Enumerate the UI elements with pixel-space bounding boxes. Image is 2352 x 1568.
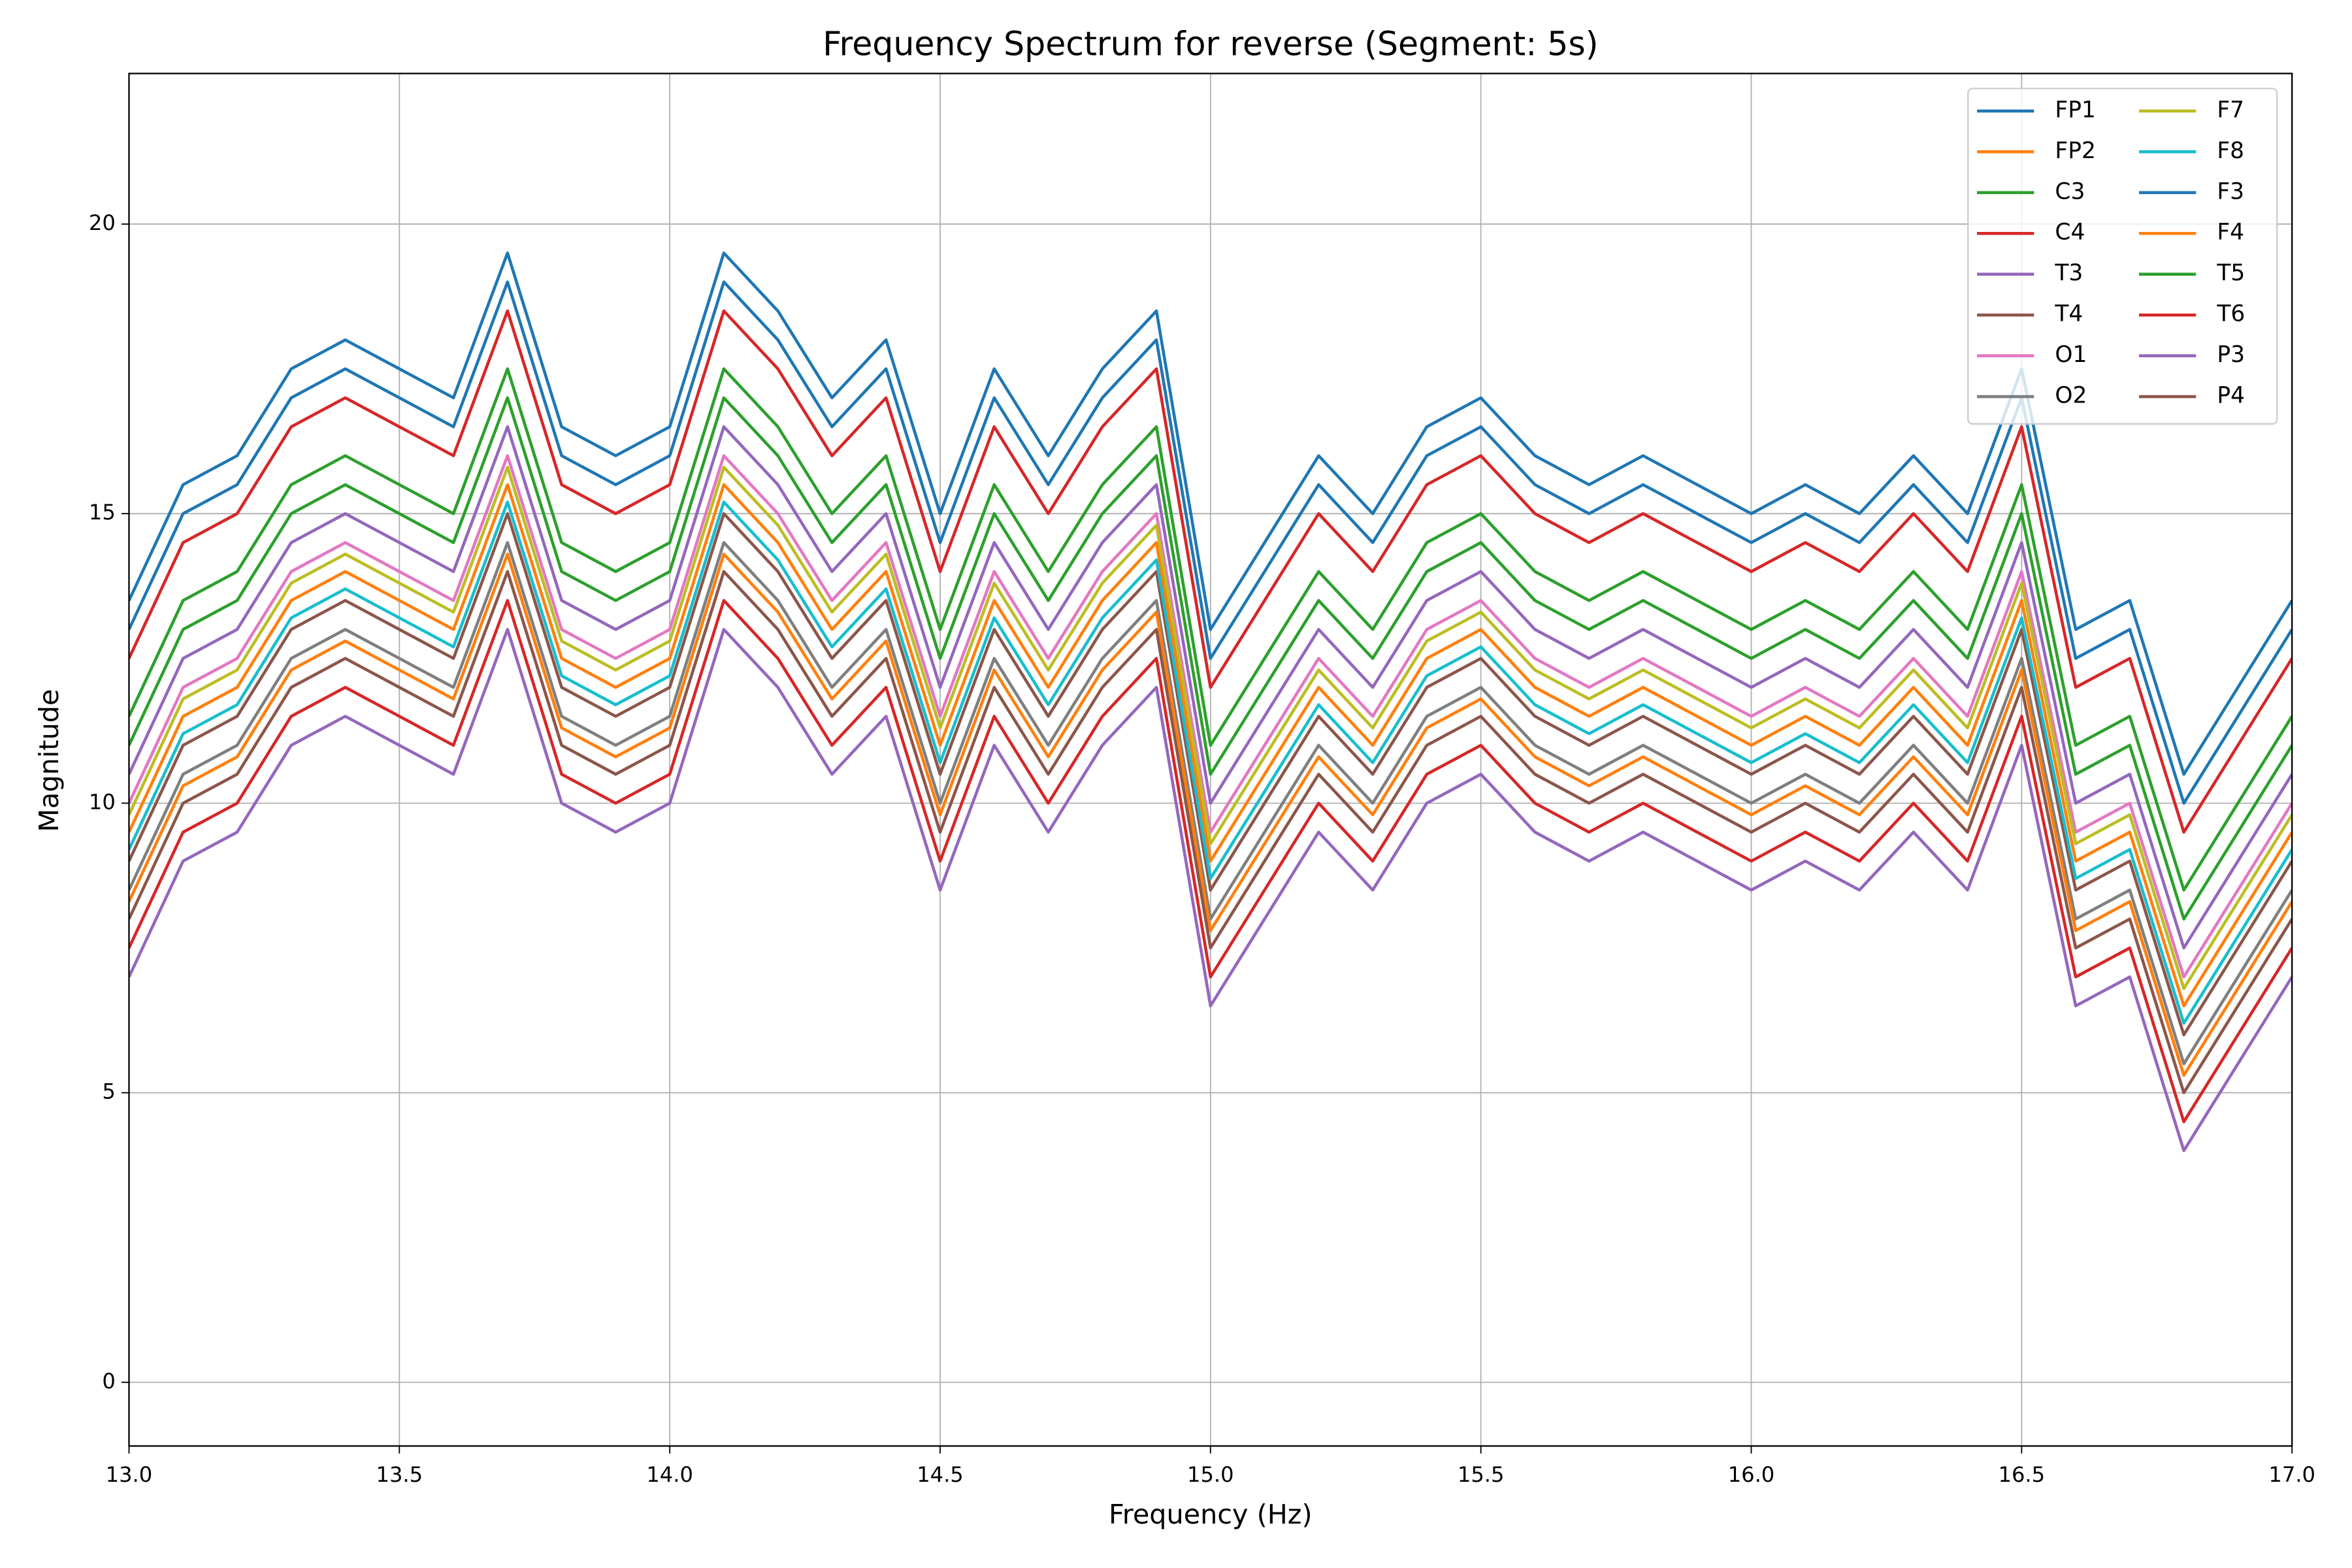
x-tick-label: 16.0 — [1728, 1462, 1775, 1487]
series-line — [129, 465, 2293, 990]
y-tick-label: 10 — [89, 789, 116, 814]
legend-label: F7 — [2217, 97, 2244, 123]
y-tick-label: 15 — [89, 500, 116, 525]
series-line — [129, 570, 2293, 1094]
series-line — [129, 512, 2293, 1037]
legend-label: P3 — [2217, 342, 2245, 368]
x-tick-label: 13.5 — [376, 1462, 423, 1487]
y-axis-label: Magnitude — [33, 689, 65, 832]
legend-label: C4 — [2055, 220, 2085, 246]
legend-label: FP1 — [2055, 97, 2095, 123]
x-tick-label: 15.5 — [1458, 1462, 1505, 1487]
legend-label: T5 — [2216, 260, 2245, 286]
series-line — [129, 396, 2293, 921]
series-line — [129, 251, 2293, 776]
y-tick-label: 20 — [89, 210, 116, 235]
series-line — [129, 367, 2293, 892]
x-tick-label: 13.0 — [106, 1462, 153, 1487]
legend-label: T4 — [2054, 301, 2083, 327]
plot-frame — [128, 73, 2293, 1447]
x-tick-label: 15.0 — [1187, 1462, 1234, 1487]
legend-label: O1 — [2055, 342, 2087, 368]
legend-box — [1967, 88, 2278, 425]
series-line — [129, 309, 2293, 834]
y-tick-label: 5 — [102, 1079, 115, 1104]
legend-label: F8 — [2217, 138, 2244, 164]
legend-label: T6 — [2216, 301, 2245, 327]
legend-label: T3 — [2054, 260, 2083, 286]
series-line — [129, 280, 2293, 805]
legend-label: P4 — [2217, 383, 2245, 409]
series-line — [129, 628, 2293, 1152]
x-tick-label: 14.0 — [646, 1462, 693, 1487]
series-line — [129, 541, 2293, 1066]
series-line — [129, 454, 2293, 979]
series-line — [129, 552, 2293, 1077]
series-line — [129, 598, 2293, 1124]
x-tick-label: 17.0 — [2268, 1462, 2315, 1487]
legend-label: O2 — [2055, 383, 2087, 409]
x-tick-label: 14.5 — [917, 1462, 964, 1487]
legend-label: F4 — [2217, 220, 2244, 246]
legend-label: C3 — [2055, 178, 2085, 204]
series-line — [129, 500, 2293, 1025]
chart-title: Frequency Spectrum for reverse (Segment:… — [823, 25, 1598, 63]
legend-label: FP2 — [2055, 138, 2095, 164]
y-tick-label: 0 — [102, 1369, 115, 1394]
x-tick-label: 16.5 — [1999, 1462, 2046, 1487]
legend-label: F3 — [2217, 178, 2244, 204]
x-axis-label: Frequency (Hz) — [1109, 1499, 1313, 1530]
series-line — [129, 425, 2293, 950]
series-line — [129, 483, 2293, 1007]
